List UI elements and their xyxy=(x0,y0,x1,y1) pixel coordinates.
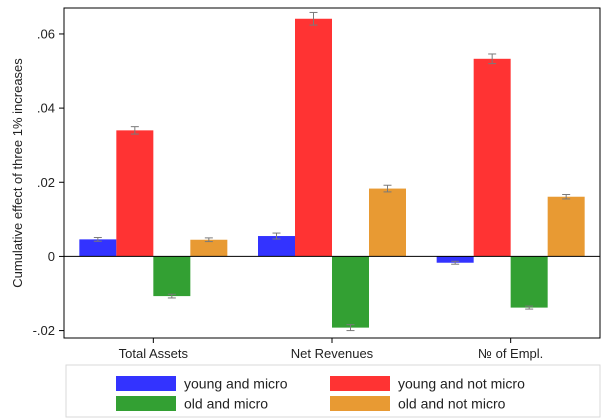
bar xyxy=(190,239,228,257)
legend-swatch xyxy=(116,376,176,391)
legend-swatch xyxy=(116,396,176,411)
category-label: Net Revenues xyxy=(291,346,374,361)
bar xyxy=(153,256,191,297)
bar xyxy=(547,196,585,257)
category-label: № of Empl. xyxy=(478,346,543,361)
legend-label: old and not micro xyxy=(398,396,506,412)
error-bars xyxy=(93,11,571,332)
bar xyxy=(369,188,406,257)
legend: young and micro young and not micro old an… xyxy=(65,364,601,418)
legend-swatch xyxy=(330,376,390,391)
legend-label: old and micro xyxy=(184,396,268,412)
y-tick-label: 0 xyxy=(48,249,55,264)
legend-swatch xyxy=(330,396,390,411)
legend-frame xyxy=(65,364,601,418)
bar xyxy=(79,239,117,257)
y-axis-title: Cumulative effect of three 1% increases xyxy=(10,58,25,288)
bar xyxy=(258,236,295,257)
category-label: Total Assets xyxy=(119,346,189,361)
y-tick-label: .04 xyxy=(37,101,55,116)
bar xyxy=(510,256,548,308)
bar xyxy=(332,256,369,328)
bar xyxy=(116,130,154,257)
y-tick-label: .02 xyxy=(37,175,55,190)
plot-area xyxy=(63,7,601,339)
legend-label: young and not micro xyxy=(398,376,525,392)
y-axis: -.02 0 .02 .04 .06 xyxy=(33,26,64,338)
x-axis: Total Assets Net Revenues № of Empl. xyxy=(119,338,543,361)
bars xyxy=(79,18,585,328)
y-tick-label: -.02 xyxy=(33,323,55,338)
y-tick-label: .06 xyxy=(37,26,55,41)
legend-label: young and micro xyxy=(184,376,288,392)
legend-items: young and micro young and not micro old an… xyxy=(116,376,525,412)
bar xyxy=(473,58,511,257)
bar xyxy=(295,18,332,257)
bar xyxy=(436,256,474,263)
